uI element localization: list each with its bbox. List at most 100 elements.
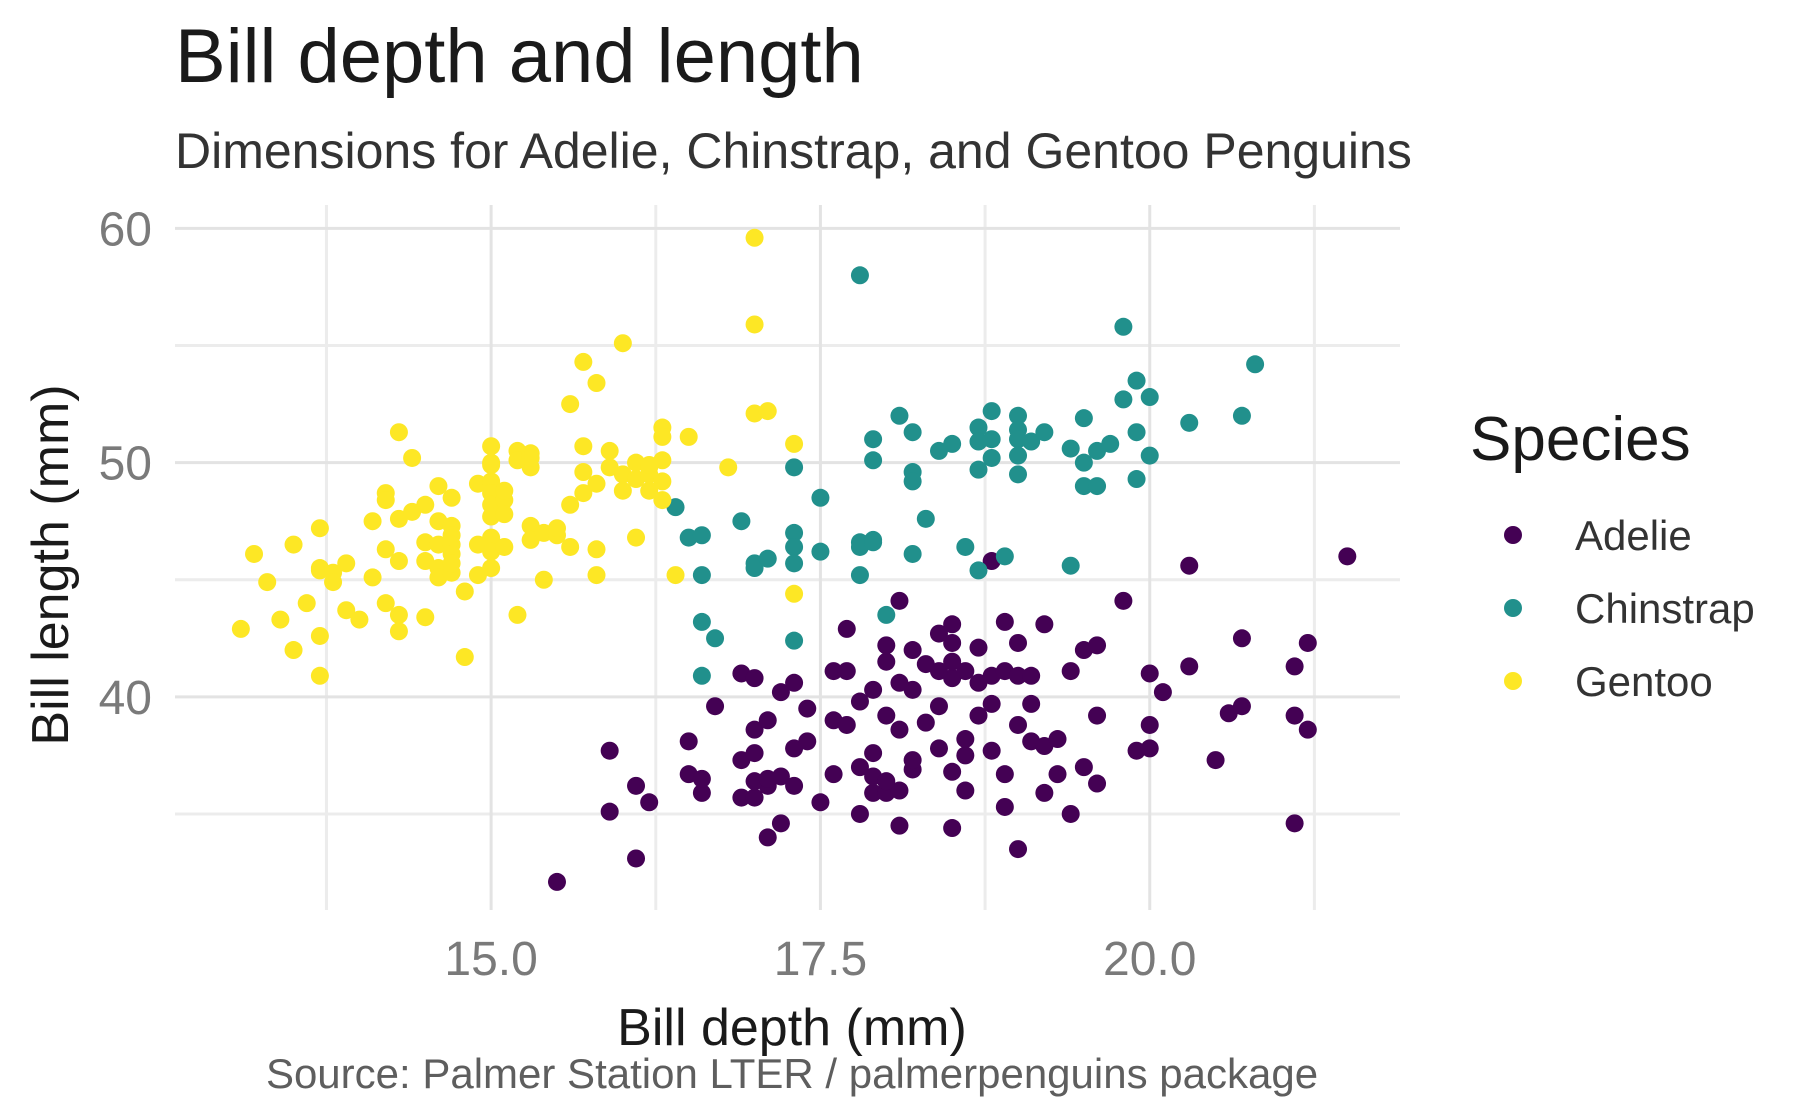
data-point-gentoo <box>745 228 764 247</box>
data-point-chinstrap <box>1180 413 1199 432</box>
data-point-adelie <box>1009 840 1028 859</box>
data-point-adelie <box>1088 774 1107 793</box>
data-point-adelie <box>1114 591 1133 610</box>
data-point-gentoo <box>482 437 501 456</box>
data-point-chinstrap <box>1074 409 1093 428</box>
data-point-gentoo <box>337 554 356 573</box>
data-point-gentoo <box>613 334 632 353</box>
data-point-gentoo <box>271 610 290 629</box>
data-point-chinstrap <box>1061 556 1080 575</box>
data-point-adelie <box>1285 814 1304 833</box>
data-point-gentoo <box>442 554 461 573</box>
data-point-gentoo <box>376 540 395 559</box>
data-point-chinstrap <box>1035 423 1054 442</box>
data-point-gentoo <box>521 448 540 467</box>
data-point-gentoo <box>574 437 593 456</box>
data-point-chinstrap <box>1022 432 1041 451</box>
data-point-adelie <box>1061 662 1080 681</box>
data-point-adelie <box>995 765 1014 784</box>
data-point-chinstrap <box>982 430 1001 449</box>
data-point-gentoo <box>547 519 566 538</box>
data-point-adelie <box>732 751 751 770</box>
data-point-adelie <box>1285 657 1304 676</box>
data-point-adelie <box>758 711 777 730</box>
data-point-gentoo <box>245 544 264 563</box>
data-point-adelie <box>943 633 962 652</box>
data-point-adelie <box>627 776 646 795</box>
x-tick-label: 17.5 <box>774 933 867 986</box>
data-point-adelie <box>850 804 869 823</box>
chart-subtitle: Dimensions for Adelie, Chinstrap, and Ge… <box>175 123 1412 179</box>
data-point-adelie <box>692 769 711 788</box>
data-point-adelie <box>745 669 764 688</box>
data-point-adelie <box>1074 758 1093 777</box>
data-point-gentoo <box>297 594 316 613</box>
data-point-adelie <box>1088 636 1107 655</box>
data-point-adelie <box>864 783 883 802</box>
data-point-chinstrap <box>785 631 804 650</box>
data-points <box>231 228 1357 891</box>
data-point-chinstrap <box>1061 439 1080 458</box>
data-point-chinstrap <box>969 561 988 580</box>
data-point-adelie <box>877 772 896 791</box>
legend-key-adelie <box>1504 526 1522 544</box>
data-point-adelie <box>1048 765 1067 784</box>
data-point-chinstrap <box>1088 477 1107 496</box>
data-point-adelie <box>850 692 869 711</box>
data-point-chinstrap <box>1232 406 1251 425</box>
data-point-adelie <box>798 699 817 718</box>
data-point-chinstrap <box>956 537 975 556</box>
data-point-gentoo <box>416 495 435 514</box>
legend-title: Species <box>1470 405 1691 474</box>
data-point-chinstrap <box>785 458 804 477</box>
data-point-adelie <box>1009 715 1028 734</box>
legend: Species Adelie Chinstrap Gentoo <box>1470 405 1755 705</box>
data-point-adelie <box>600 741 619 760</box>
data-point-gentoo <box>416 552 435 571</box>
data-point-chinstrap <box>877 605 896 624</box>
data-point-adelie <box>969 638 988 657</box>
data-point-adelie <box>1338 547 1357 566</box>
y-tick-labels: 40 50 60 <box>99 203 152 724</box>
data-point-chinstrap <box>1246 355 1265 374</box>
data-point-adelie <box>995 612 1014 631</box>
data-point-chinstrap <box>758 549 777 568</box>
x-axis-title: Bill depth (mm) <box>617 999 967 1057</box>
data-point-adelie <box>929 739 948 758</box>
data-point-adelie <box>837 715 856 734</box>
data-point-adelie <box>1009 633 1028 652</box>
data-point-adelie <box>745 720 764 739</box>
data-point-gentoo <box>376 594 395 613</box>
data-point-gentoo <box>785 434 804 453</box>
data-point-adelie <box>785 739 804 758</box>
data-point-adelie <box>903 641 922 660</box>
data-point-adelie <box>1232 697 1251 716</box>
data-point-adelie <box>1140 739 1159 758</box>
data-point-chinstrap <box>666 498 685 517</box>
data-point-gentoo <box>613 481 632 500</box>
x-tick-label: 15.0 <box>444 933 537 986</box>
data-point-gentoo <box>679 427 698 446</box>
data-point-chinstrap <box>903 544 922 563</box>
data-point-chinstrap <box>692 526 711 545</box>
data-point-gentoo <box>376 491 395 510</box>
data-point-gentoo <box>574 463 593 482</box>
data-point-adelie <box>640 793 659 812</box>
data-point-gentoo <box>521 530 540 549</box>
data-point-adelie <box>890 673 909 692</box>
data-point-gentoo <box>600 458 619 477</box>
data-point-gentoo <box>350 610 369 629</box>
data-point-adelie <box>943 819 962 838</box>
data-point-chinstrap <box>929 441 948 460</box>
data-point-adelie <box>1298 633 1317 652</box>
data-point-gentoo <box>758 402 777 421</box>
data-point-gentoo <box>587 474 606 493</box>
data-point-gentoo <box>587 374 606 393</box>
data-point-chinstrap <box>1009 465 1028 484</box>
data-point-gentoo <box>627 528 646 547</box>
chart-title: Bill depth and length <box>175 14 864 99</box>
data-point-chinstrap <box>1114 317 1133 336</box>
data-point-adelie <box>1088 706 1107 725</box>
data-point-chinstrap <box>1114 390 1133 409</box>
